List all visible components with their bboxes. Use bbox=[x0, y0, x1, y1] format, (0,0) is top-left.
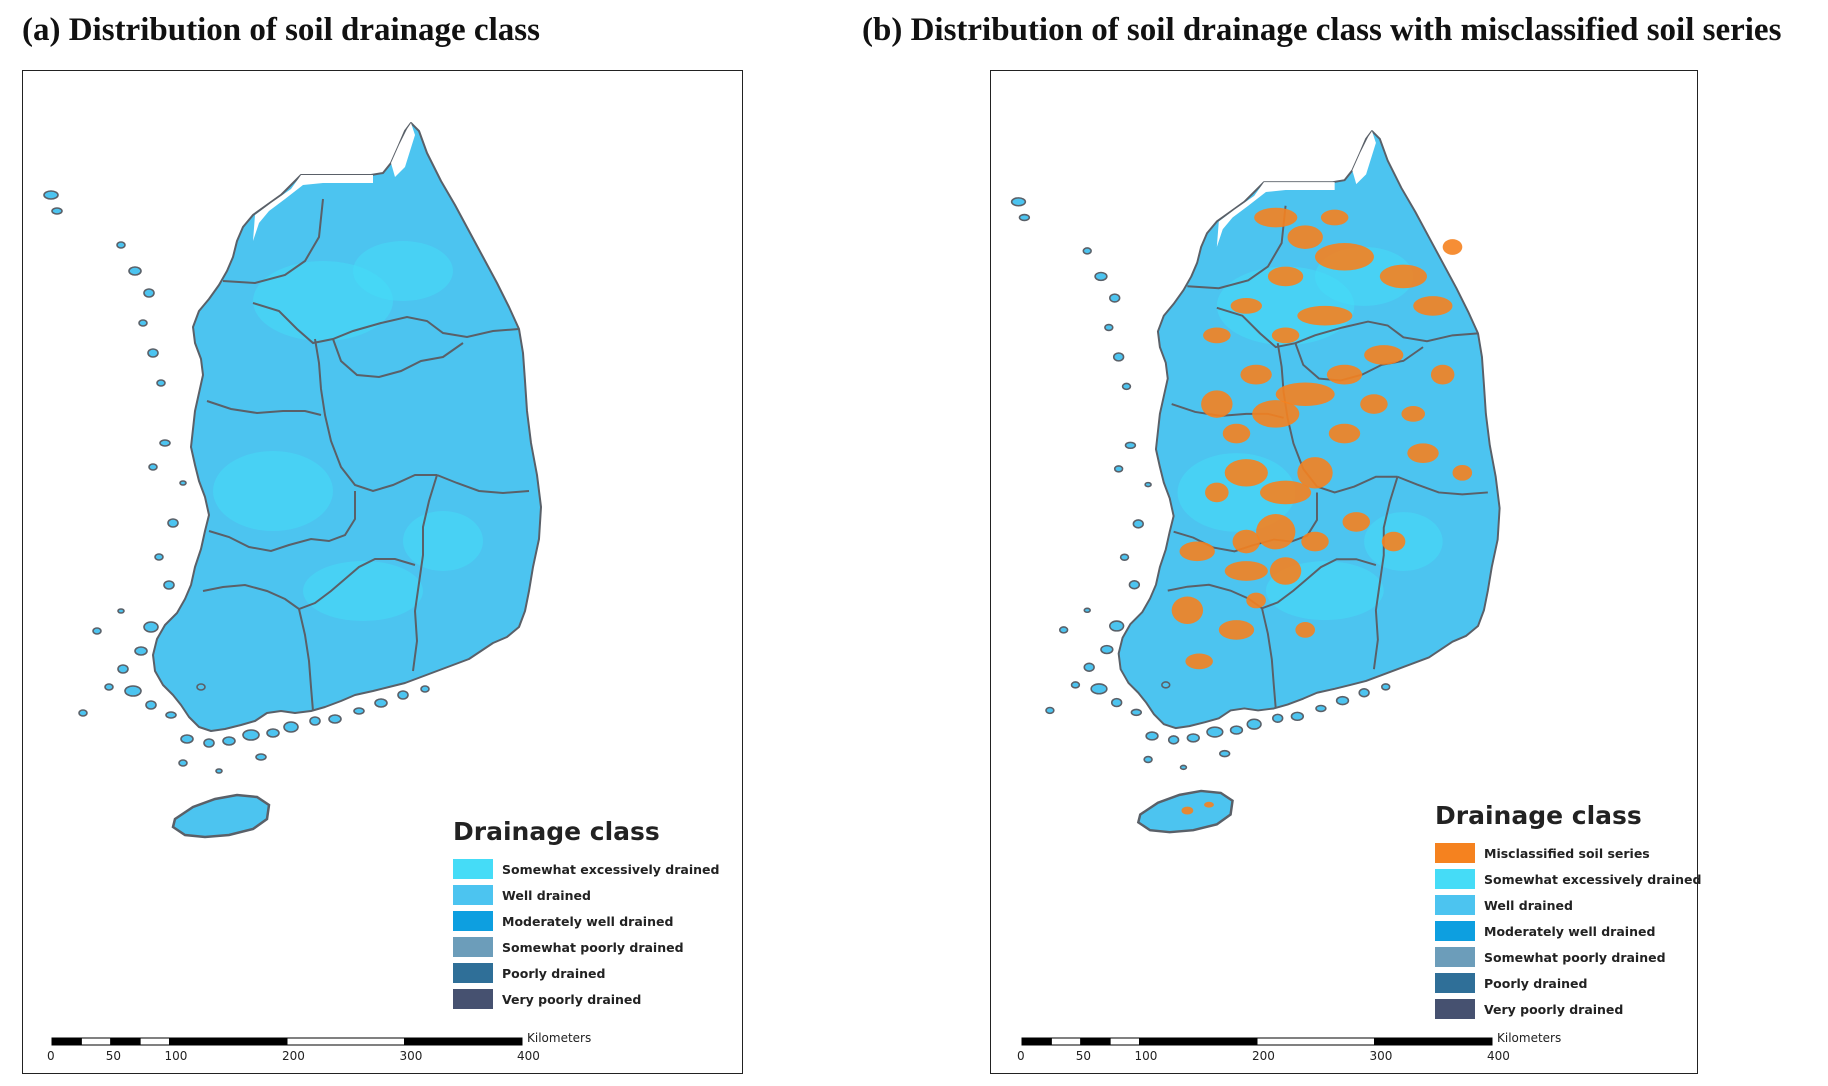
scale-tick-label: 100 bbox=[1134, 1049, 1158, 1063]
legend-item: Very poorly drained bbox=[453, 986, 719, 1012]
scale-tick-label: 0 bbox=[47, 1049, 55, 1063]
panel-b-map bbox=[1010, 130, 1501, 834]
peninsula-map bbox=[1117, 130, 1501, 730]
scale-tick-label: 50 bbox=[1075, 1049, 1092, 1063]
panel-a-map-frame: Drainage class Somewhat excessively drai… bbox=[22, 70, 743, 1074]
legend-swatch bbox=[1435, 843, 1475, 863]
scale-tick-label: 200 bbox=[1252, 1049, 1275, 1063]
scale-tick-label: 100 bbox=[164, 1049, 188, 1063]
legend-item: Moderately well drained bbox=[1435, 918, 1701, 944]
legend-item: Well drained bbox=[453, 882, 719, 908]
legend-swatch bbox=[453, 989, 493, 1009]
legend-swatch bbox=[1435, 895, 1475, 915]
legend-item: Somewhat poorly drained bbox=[1435, 944, 1701, 970]
scale-tick-label: 0 bbox=[1017, 1049, 1025, 1063]
scale-unit-label: Kilometers bbox=[1497, 1031, 1562, 1045]
panel-a-scalebar bbox=[51, 1035, 591, 1053]
scale-tick-label: 400 bbox=[517, 1049, 540, 1063]
legend-item: Poorly drained bbox=[453, 960, 719, 986]
legend-item: Moderately well drained bbox=[453, 908, 719, 934]
legend-label: Very poorly drained bbox=[1484, 1001, 1624, 1017]
legend-item: Somewhat excessively drained bbox=[1435, 866, 1701, 892]
legend-label: Well drained bbox=[1484, 897, 1573, 913]
scale-unit-label: Kilometers bbox=[527, 1031, 592, 1045]
panel-a-legend: Drainage class Somewhat excessively drai… bbox=[453, 817, 719, 1012]
island-group bbox=[1010, 197, 1391, 771]
legend-item: Misclassified soil series bbox=[1435, 840, 1701, 866]
panel-a-title: (a) Distribution of soil drainage class bbox=[22, 12, 540, 48]
legend-title: Drainage class bbox=[453, 817, 660, 846]
panel-b-scalebar bbox=[1021, 1035, 1561, 1053]
scale-tick-label: 300 bbox=[1369, 1049, 1393, 1063]
legend-item: Somewhat excessively drained bbox=[453, 856, 719, 882]
legend-title: Drainage class bbox=[1435, 801, 1642, 830]
legend-item: Somewhat poorly drained bbox=[453, 934, 719, 960]
panel-b-title: (b) Distribution of soil drainage class … bbox=[862, 12, 1782, 48]
legend-swatch bbox=[1435, 999, 1475, 1019]
scale-tick-label: 200 bbox=[282, 1049, 305, 1063]
misclassified-areas bbox=[1171, 207, 1473, 815]
legend-swatch bbox=[453, 911, 493, 931]
legend-swatch bbox=[453, 859, 493, 879]
legend-label: Somewhat excessively drained bbox=[502, 861, 720, 877]
legend-label: Poorly drained bbox=[502, 965, 606, 981]
legend-item: Very poorly drained bbox=[1435, 996, 1701, 1022]
panel-a-map bbox=[43, 122, 542, 839]
legend-label: Very poorly drained bbox=[502, 991, 642, 1007]
panel-b-map-frame: Drainage class Misclassified soil series… bbox=[990, 70, 1701, 1074]
legend-label: Well drained bbox=[502, 887, 591, 903]
legend-item: Well drained bbox=[1435, 892, 1701, 918]
scale-tick-label: 300 bbox=[399, 1049, 423, 1063]
legend-label: Moderately well drained bbox=[1484, 923, 1656, 939]
legend-swatch bbox=[1435, 921, 1475, 941]
peninsula-map bbox=[152, 122, 542, 732]
legend-swatch bbox=[453, 963, 493, 983]
legend-swatch bbox=[1435, 973, 1475, 993]
legend-label: Somewhat poorly drained bbox=[502, 939, 684, 955]
legend-label: Somewhat poorly drained bbox=[1484, 949, 1666, 965]
panel-b-legend: Drainage class Misclassified soil series… bbox=[1435, 801, 1701, 1022]
jeju-island bbox=[171, 793, 271, 839]
island-group bbox=[43, 190, 430, 774]
legend-label: Moderately well drained bbox=[502, 913, 674, 929]
scale-tick-label: 400 bbox=[1487, 1049, 1510, 1063]
legend-label: Misclassified soil series bbox=[1484, 845, 1650, 861]
legend-swatch bbox=[453, 937, 493, 957]
scale-tick-label: 50 bbox=[105, 1049, 122, 1063]
legend-item: Poorly drained bbox=[1435, 970, 1701, 996]
legend-swatch bbox=[453, 885, 493, 905]
legend-label: Somewhat excessively drained bbox=[1484, 871, 1702, 887]
legend-swatch bbox=[1435, 947, 1475, 967]
legend-swatch bbox=[1435, 869, 1475, 889]
legend-label: Poorly drained bbox=[1484, 975, 1588, 991]
